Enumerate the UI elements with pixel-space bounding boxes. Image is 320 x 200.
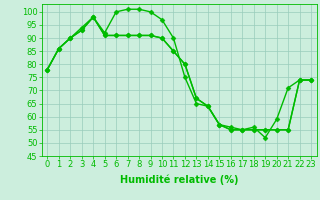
X-axis label: Humidité relative (%): Humidité relative (%) <box>120 175 238 185</box>
